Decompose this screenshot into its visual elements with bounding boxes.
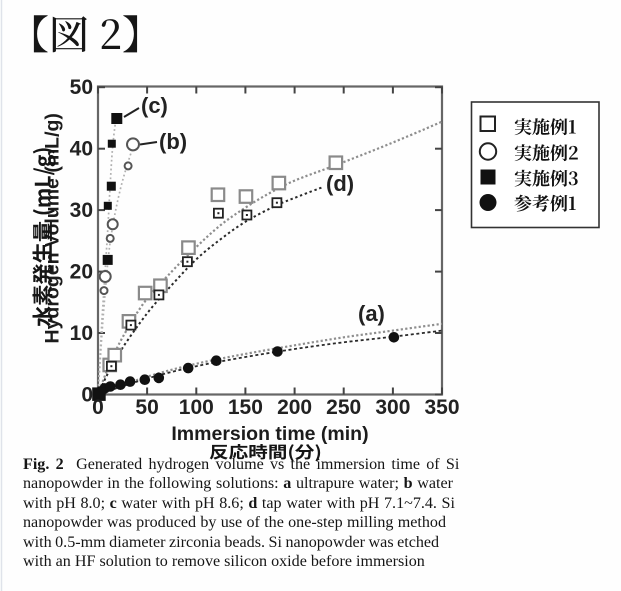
svg-text:(c): (c) (141, 93, 168, 118)
svg-text:150: 150 (228, 396, 263, 419)
svg-text:Immersion time (min): Immersion time (min) (171, 423, 368, 445)
svg-text:(b): (b) (159, 129, 187, 154)
svg-text:50: 50 (135, 396, 158, 419)
svg-text:100: 100 (179, 396, 214, 419)
svg-text:250: 250 (326, 396, 361, 419)
svg-text:(a): (a) (358, 301, 385, 326)
svg-text:300: 300 (375, 396, 410, 419)
svg-text:20: 20 (70, 261, 93, 284)
svg-text:(d): (d) (326, 171, 354, 196)
svg-text:30: 30 (70, 199, 93, 222)
svg-text:50: 50 (70, 76, 93, 99)
svg-text:200: 200 (277, 396, 312, 419)
svg-text:10: 10 (70, 322, 93, 345)
svg-text:40: 40 (70, 138, 93, 161)
svg-text:350: 350 (424, 396, 459, 419)
svg-text:0: 0 (81, 384, 93, 407)
svg-text:0: 0 (92, 396, 104, 419)
